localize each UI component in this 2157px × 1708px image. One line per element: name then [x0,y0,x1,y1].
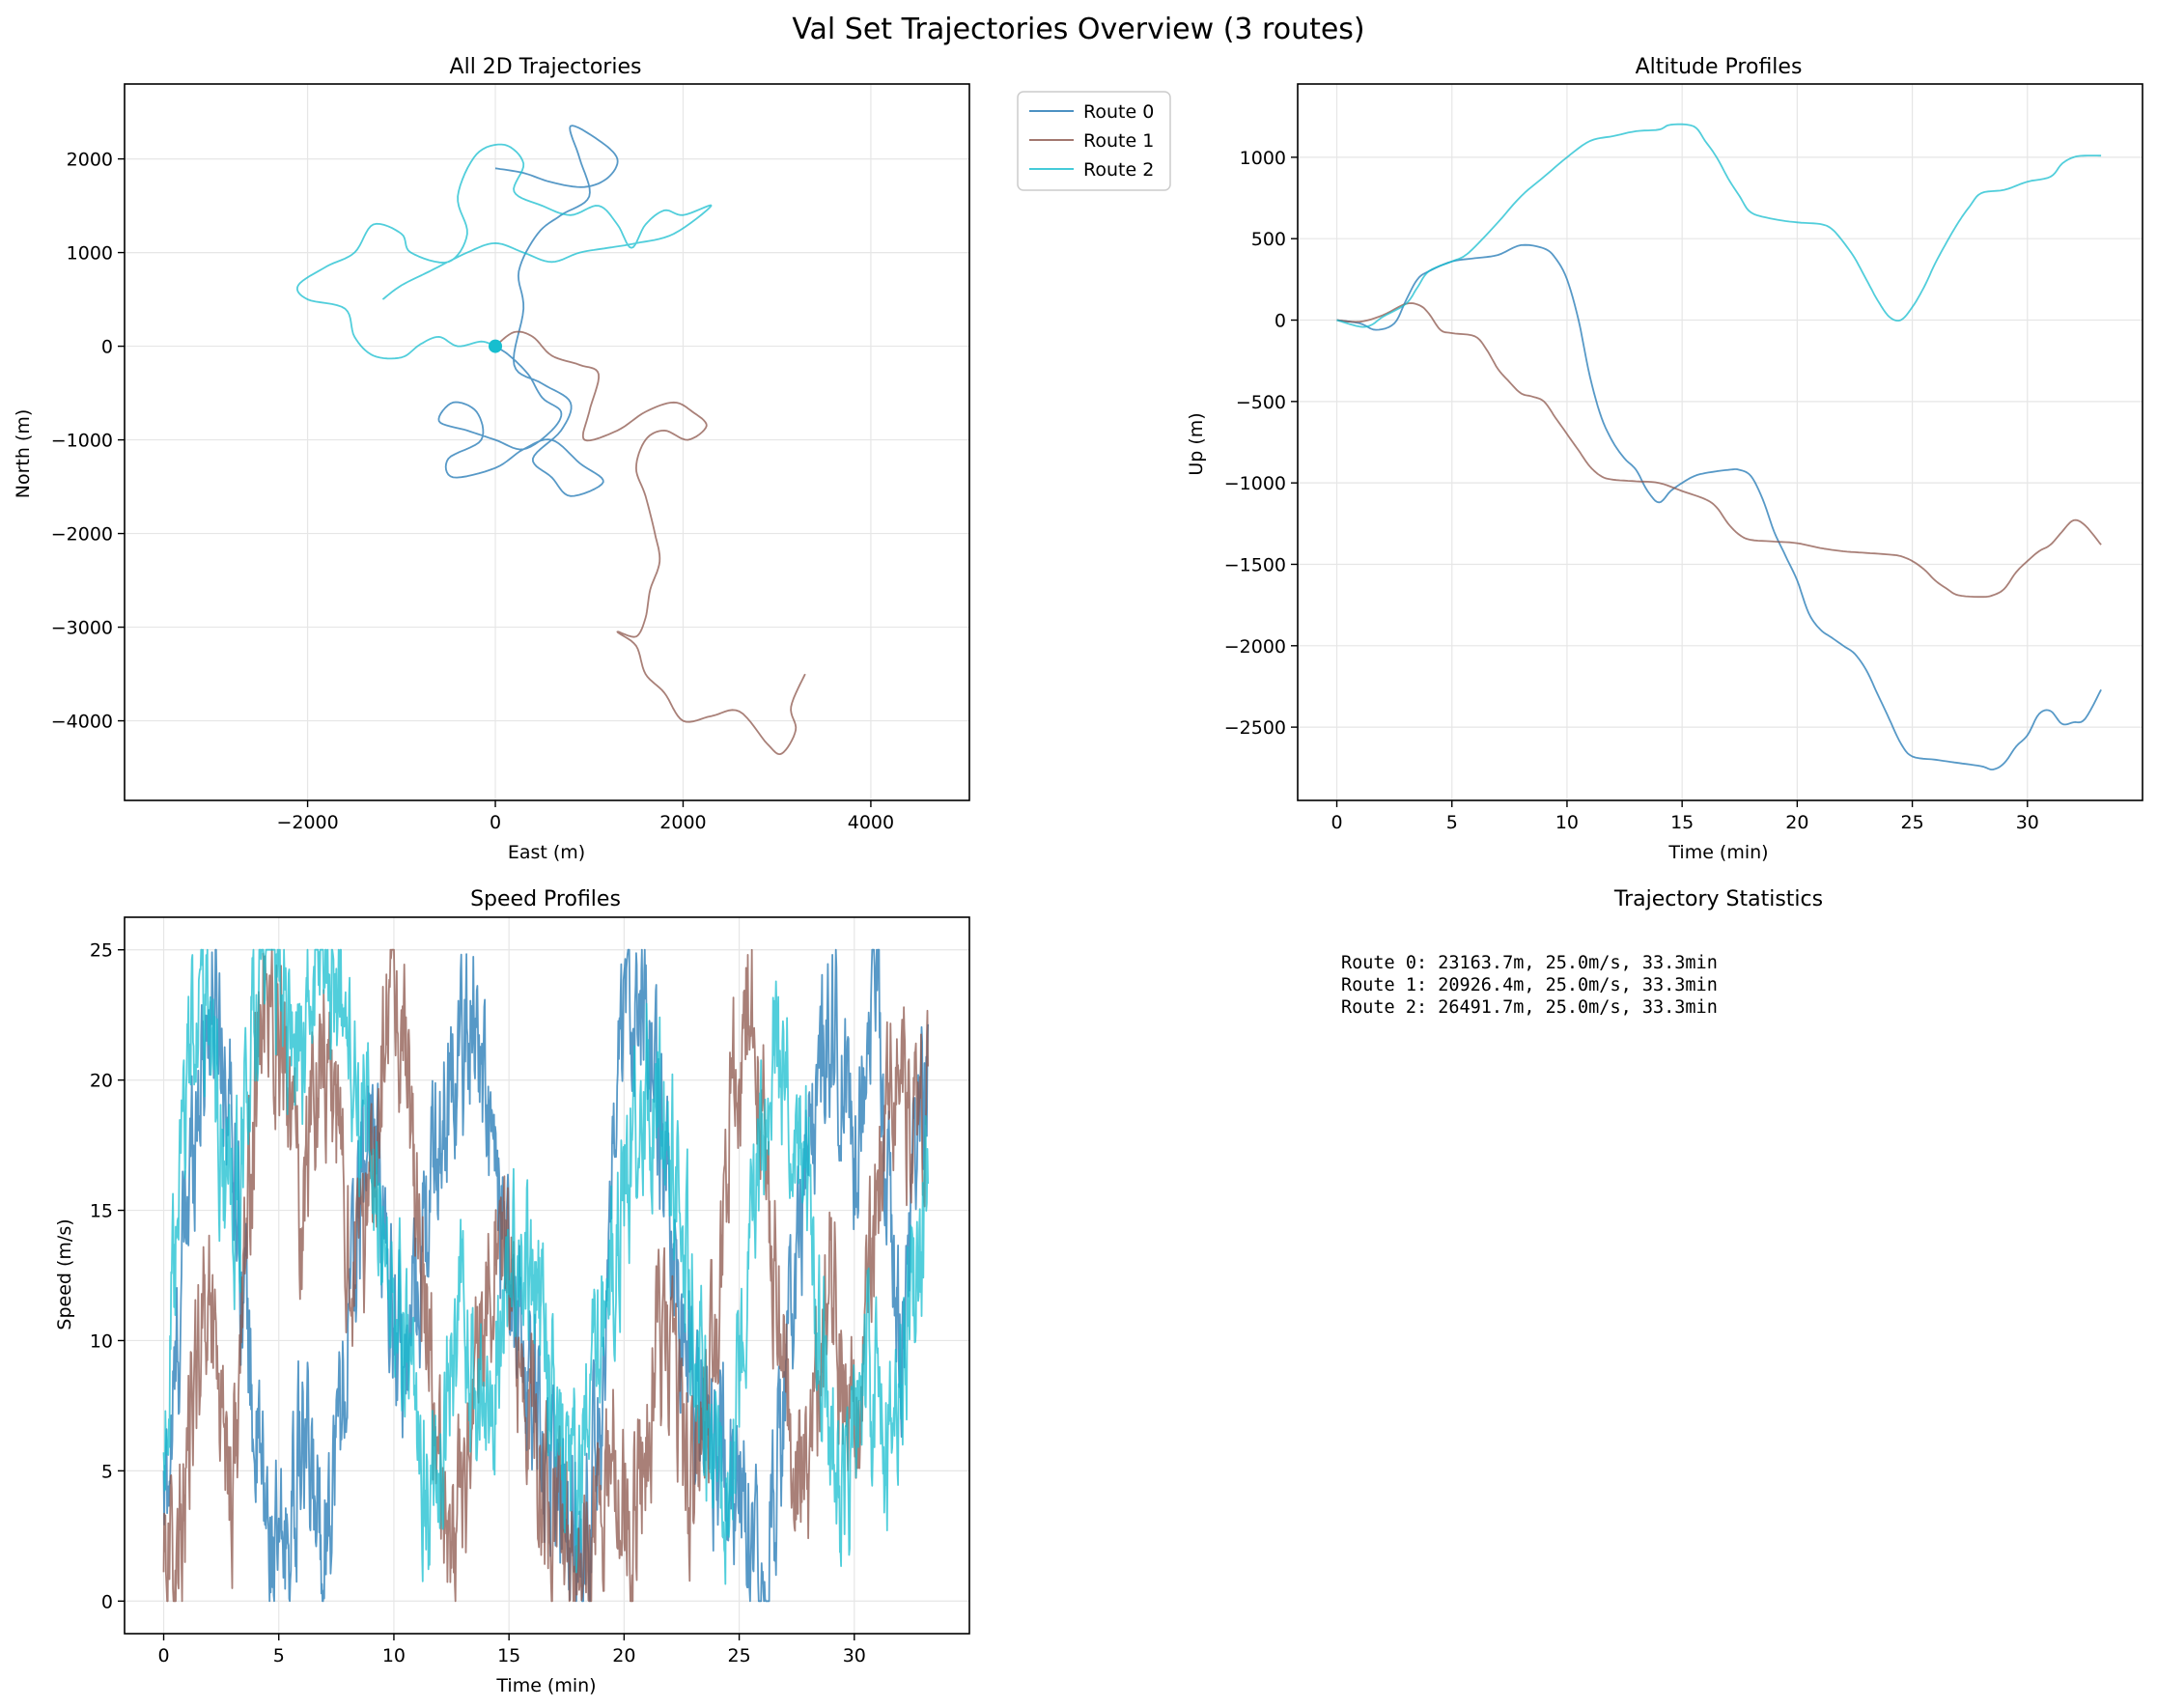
legend-label-route-0: Route 0 [1083,101,1154,123]
trajectories-series-route-0 [437,125,619,497]
trajectories-y-tick-label: 2000 [67,150,113,171]
altitude-x-ticks: 0 5 10 15 20 25 30 [1331,800,2039,833]
altitude-title: Altitude Profiles [1636,55,1803,79]
altitude-y-tick-label: 500 [1251,229,1286,250]
altitude-grid [1298,84,2143,800]
trajectories-x-tick-label: −2000 [276,812,338,833]
legend-label-route-2: Route 2 [1083,159,1154,181]
altitude-x-tick-label: 5 [1446,812,1458,833]
speed-x-tick-label: 30 [843,1645,866,1666]
speed-title: Speed Profiles [470,887,621,911]
legend-box [1017,91,1171,191]
altitude-lines [1336,123,2102,770]
speed-axes-frame [124,916,970,1635]
speed-panel: Speed Profiles 0 5 10 15 20 25 30 0 5 10 15 20 25 T… [54,887,970,1696]
altitude-series-route-1 [1336,302,2102,599]
speed-x-tick-label: 25 [727,1645,750,1666]
statistics-line-route-1: Route 1: 20926.4m, 25.0m/s, 33.3min [1341,975,1718,995]
altitude-y-tick-label: 0 [1275,311,1286,332]
trajectories-y-ticks: −4000 −3000 −2000 −1000 0 1000 2000 [51,150,125,733]
trajectories-lines [296,125,806,755]
trajectories-y-tick-label: 0 [101,337,113,358]
speed-y-tick-label: 25 [90,940,113,962]
altitude-x-tick-label: 20 [1785,812,1808,833]
speed-y-ticks: 0 5 10 15 20 25 [90,940,125,1612]
altitude-panel: Altitude Profiles 0 5 10 15 20 25 30 −2500 −200… [1186,55,2143,863]
legend: Route 0 Route 1 Route 2 [1017,91,1171,191]
trajectories-grid [125,84,969,800]
altitude-series-route-2 [1336,123,2102,328]
speed-series-route-2 [162,948,929,1585]
altitude-x-tick-label: 30 [2016,812,2039,833]
altitude-x-tick-label: 25 [1900,812,1923,833]
trajectories-x-ticks: −2000 0 2000 4000 [276,800,894,833]
speed-y-label: Speed (m/s) [54,1218,75,1330]
trajectories-title: All 2D Trajectories [450,55,642,79]
speed-series-route-1 [162,948,929,1603]
figure-title: Val Set Trajectories Overview (3 routes) [792,13,1364,46]
trajectories-x-tick-label: 0 [490,812,501,833]
speed-x-label: Time (min) [495,1675,596,1696]
statistics-panel: Trajectory Statistics Route 0: 23163.7m,… [1341,887,1823,1018]
altitude-y-ticks: −2500 −2000 −1500 −1000 −500 0 500 1000 [1224,148,1298,739]
speed-x-tick-label: 5 [273,1645,285,1666]
altitude-y-label: Up (m) [1186,412,1207,475]
speed-y-tick-label: 20 [90,1071,113,1092]
trajectories-x-tick-label: 2000 [659,812,706,833]
altitude-x-label: Time (min) [1667,842,1768,863]
speed-x-tick-label: 0 [157,1645,169,1666]
trajectories-y-tick-label: −3000 [51,618,113,639]
speed-y-tick-label: 10 [90,1330,113,1352]
speed-x-tick-label: 15 [497,1645,520,1666]
trajectories-panel: All 2D Trajectories −2000 0 2000 4000 −4000… [13,55,970,863]
speed-y-tick-label: 0 [101,1591,113,1612]
statistics-line-route-0: Route 0: 23163.7m, 25.0m/s, 33.3min [1341,953,1718,973]
trajectories-series-route-2 [296,143,713,360]
altitude-y-tick-label: −2500 [1224,717,1286,739]
statistics-line-route-2: Route 2: 26491.7m, 25.0m/s, 33.3min [1341,997,1718,1018]
legend-label-route-1: Route 1 [1083,130,1154,152]
altitude-y-tick-label: −500 [1236,392,1286,413]
trajectories-y-tick-label: −2000 [51,524,113,546]
speed-x-ticks: 0 5 10 15 20 25 30 [157,1634,866,1666]
altitude-x-tick-label: 10 [1555,812,1579,833]
trajectories-axes-frame [124,83,970,801]
trajectories-x-tick-label: 4000 [848,812,894,833]
speed-x-tick-label: 10 [382,1645,406,1666]
speed-grid [125,917,969,1634]
statistics-title: Trajectory Statistics [1613,887,1823,911]
altitude-y-tick-label: −2000 [1224,636,1286,658]
speed-lines [162,948,929,1603]
trajectories-start-marker [489,339,503,353]
speed-y-tick-label: 5 [101,1461,113,1482]
trajectories-y-label: North (m) [13,409,34,499]
speed-x-tick-label: 20 [612,1645,635,1666]
altitude-axes-frame [1297,83,2143,801]
trajectories-y-tick-label: 1000 [67,243,113,265]
altitude-y-tick-label: 1000 [1240,148,1286,169]
trajectories-y-tick-label: −4000 [51,712,113,733]
trajectories-y-tick-label: −1000 [51,431,113,452]
trajectories-x-label: East (m) [508,842,585,863]
trajectories-series-route-1 [494,330,806,755]
altitude-series-route-0 [1336,243,2102,770]
altitude-x-tick-label: 0 [1331,812,1342,833]
speed-y-tick-label: 15 [90,1201,113,1222]
altitude-y-tick-label: −1500 [1224,554,1286,575]
altitude-y-tick-label: −1000 [1224,473,1286,494]
altitude-x-tick-label: 15 [1670,812,1694,833]
